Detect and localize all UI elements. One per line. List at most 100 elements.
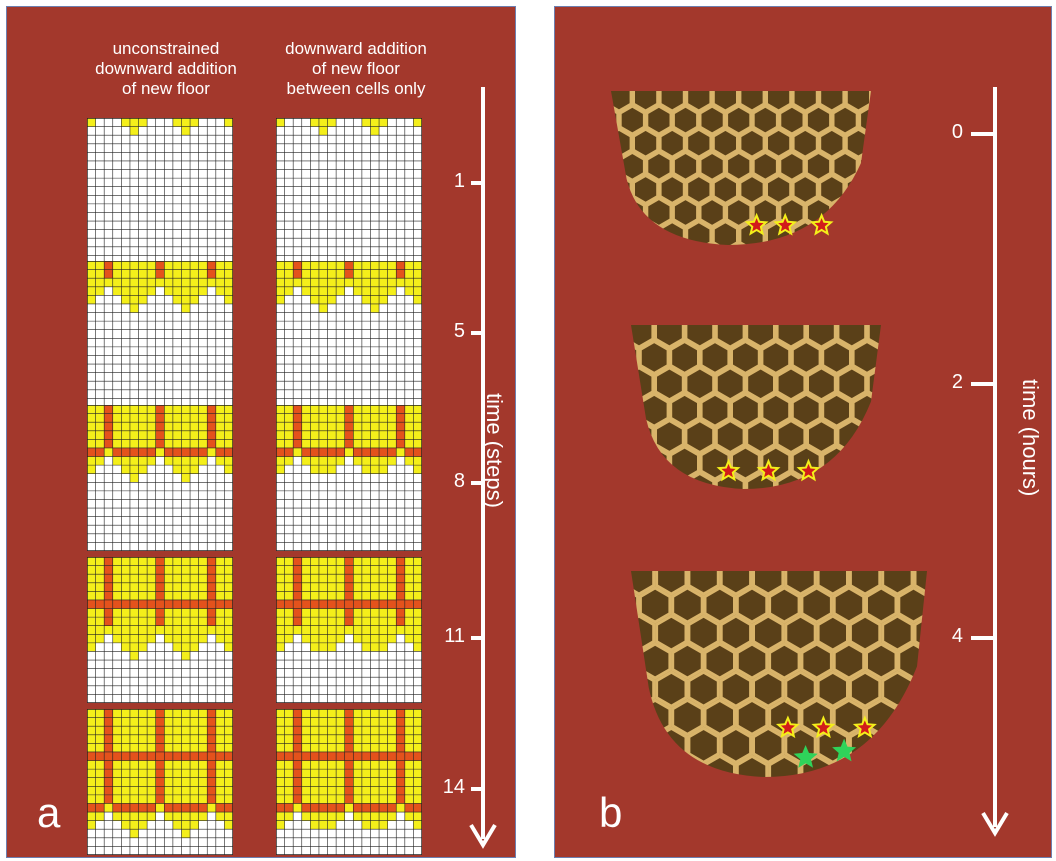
floor-cell xyxy=(224,634,233,643)
floor-cell xyxy=(387,269,397,279)
cell-marker-star xyxy=(811,715,836,739)
floor-cell xyxy=(181,743,191,752)
floor-cell xyxy=(387,769,397,778)
wall-cell xyxy=(396,557,405,566)
floor-cell xyxy=(215,760,225,770)
floor-cell xyxy=(138,820,148,830)
floor-cell xyxy=(224,820,233,830)
floor-cell xyxy=(181,829,191,838)
floor-cell xyxy=(336,430,345,440)
comb-cell xyxy=(632,173,660,206)
comb-cell xyxy=(800,586,833,624)
grid-col1-step14 xyxy=(87,709,233,855)
floor-cell xyxy=(336,769,345,778)
floor-cell xyxy=(224,582,233,592)
floor-cell xyxy=(379,261,388,270)
floor-cell xyxy=(284,717,294,727)
floor-cell xyxy=(112,269,122,279)
floor-cell xyxy=(379,422,388,431)
floor-cell xyxy=(336,734,345,744)
wall-cell xyxy=(155,591,165,600)
floor-cell xyxy=(361,261,371,270)
floor-cell xyxy=(224,118,233,127)
comb-cell xyxy=(725,196,753,229)
floor-cell xyxy=(190,743,199,752)
floor-cell xyxy=(198,405,208,414)
wall-cell xyxy=(104,599,113,609)
floor-cell xyxy=(404,760,414,770)
wall-cell xyxy=(155,269,165,279)
wall-cell xyxy=(224,599,233,609)
floor-cell xyxy=(181,574,191,583)
floor-cell xyxy=(129,812,139,821)
tick-label-step-14: 14 xyxy=(442,776,465,798)
floor-cell xyxy=(370,634,380,643)
floor-cell xyxy=(198,760,208,770)
floor-cell xyxy=(301,769,311,778)
floor-cell xyxy=(121,642,130,652)
floor-cell xyxy=(276,430,285,440)
grid-col2-step14 xyxy=(276,709,422,855)
floor-cell xyxy=(327,465,337,474)
floor-cell xyxy=(172,812,182,821)
floor-cell xyxy=(370,118,380,127)
floor-cell xyxy=(138,422,148,431)
floor-cell xyxy=(284,812,294,821)
wall-cell xyxy=(155,430,165,440)
floor-cell xyxy=(327,286,337,296)
comb-cell xyxy=(897,586,927,624)
floor-cell xyxy=(129,286,139,296)
floor-cell xyxy=(310,261,319,270)
floor-cell xyxy=(276,777,285,787)
floor-cell xyxy=(301,574,311,583)
floor-cell xyxy=(138,405,148,414)
floor-cell xyxy=(129,717,139,727)
floor-cell xyxy=(370,413,380,423)
floor-cell xyxy=(164,582,173,592)
floor-cell xyxy=(87,295,96,304)
comb-cell xyxy=(730,445,761,481)
comb-cell xyxy=(784,571,817,596)
grid-col2-step5 xyxy=(276,261,422,407)
floor-cell xyxy=(172,413,182,423)
floor-cell xyxy=(387,261,397,270)
floor-cell xyxy=(404,812,414,821)
floor-cell xyxy=(284,286,294,296)
floor-cell xyxy=(198,734,208,744)
floor-cell xyxy=(181,295,191,304)
floor-cell xyxy=(318,295,328,304)
floor-cell xyxy=(147,743,156,752)
floor-cell xyxy=(327,743,337,752)
wall-cell xyxy=(310,751,319,761)
floor-cell xyxy=(129,269,139,279)
floor-cell xyxy=(138,465,148,474)
wall-cell xyxy=(121,803,130,813)
floor-cell xyxy=(310,769,319,778)
floor-cell xyxy=(147,261,156,270)
floor-cell xyxy=(129,565,139,575)
floor-cell xyxy=(95,777,105,787)
wall-cell xyxy=(396,734,405,744)
floor-cell xyxy=(224,734,233,744)
floor-cell xyxy=(284,439,294,448)
floor-cell xyxy=(121,422,130,431)
floor-cell xyxy=(129,574,139,583)
floor-cell xyxy=(215,557,225,566)
floor-cell xyxy=(318,769,328,778)
floor-cell xyxy=(327,812,337,821)
wall-cell xyxy=(155,413,165,423)
floor-cell xyxy=(95,734,105,744)
floor-cell xyxy=(129,126,139,136)
floor-cell xyxy=(284,726,294,735)
floor-cell xyxy=(172,557,182,566)
floor-cell xyxy=(198,557,208,566)
floor-cell xyxy=(284,617,294,626)
floor-cell xyxy=(310,812,319,821)
wall-cell xyxy=(155,439,165,448)
panel-a: unconstrained downward addition of new f… xyxy=(6,6,516,858)
floor-cell xyxy=(181,456,191,466)
floor-cell xyxy=(413,769,422,778)
floor-cell xyxy=(181,651,191,661)
floor-cell xyxy=(112,430,122,440)
wall-cell xyxy=(215,447,225,457)
